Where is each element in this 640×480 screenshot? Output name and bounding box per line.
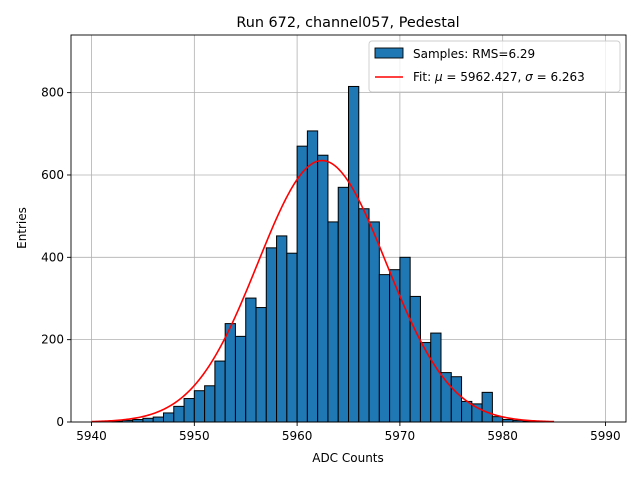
- legend-fit-prefix: Fit:: [413, 70, 435, 84]
- histogram-bar: [276, 235, 288, 423]
- histogram-bar: [224, 323, 236, 423]
- histogram-bar: [193, 390, 206, 423]
- legend-fit-label: Fit: μ = 5962.427, σ = 6.263: [413, 70, 585, 84]
- x-axis-ticks: 5940 5950 5960 5970 5980 5990: [76, 422, 621, 443]
- y-tick-label: 200: [41, 333, 64, 347]
- legend: Samples: RMS=6.29 Fit: μ = 5962.427, σ =…: [368, 40, 621, 93]
- legend-hist-label: Samples: RMS=6.29: [413, 47, 535, 61]
- histogram-bar: [471, 403, 483, 423]
- y-tick-label: 600: [41, 168, 64, 182]
- histogram-bar: [183, 398, 195, 423]
- histogram-bar: [348, 85, 360, 423]
- histogram-bar: [234, 335, 247, 423]
- legend-fit-sigma-symbol: σ: [525, 70, 533, 84]
- histogram-bar: [327, 221, 339, 423]
- histogram-bar: [255, 307, 267, 423]
- legend-fit-mu-symbol: μ: [434, 70, 443, 84]
- y-tick-label: 0: [56, 415, 64, 429]
- histogram-bar: [152, 416, 165, 423]
- histogram-bar: [245, 297, 257, 423]
- histogram-bar: [430, 332, 442, 423]
- histogram-bar: [317, 154, 329, 423]
- x-axis-label: ADC Counts: [312, 451, 384, 465]
- legend-box: [368, 40, 621, 93]
- histogram-bar: [296, 145, 308, 423]
- histogram-bar: [173, 405, 185, 423]
- legend-hist-swatch: [374, 47, 404, 59]
- y-axis-ticks: 0 200 400 600 800: [41, 86, 71, 429]
- plot-frame: [70, 34, 627, 423]
- legend-fit-mu-value: = 5962.427,: [443, 70, 526, 84]
- histogram-bar: [337, 186, 350, 423]
- histogram-bar: [368, 221, 380, 423]
- x-tick-label: 5980: [487, 429, 518, 443]
- histogram-bar: [358, 208, 370, 423]
- x-tick-label: 5940: [76, 429, 107, 443]
- histogram-bar: [214, 360, 226, 423]
- histogram-bar: [409, 295, 421, 423]
- histogram-bar: [142, 417, 154, 423]
- y-axis-label: Entries: [15, 207, 29, 249]
- histogram-bar: [491, 416, 504, 423]
- histogram-bar: [399, 256, 411, 423]
- x-tick-label: 5970: [385, 429, 416, 443]
- histogram-bar: [286, 252, 298, 423]
- x-tick-label: 5990: [590, 429, 621, 443]
- y-tick-label: 400: [41, 250, 64, 264]
- histogram-bars: [111, 85, 545, 423]
- histogram-bar: [481, 391, 493, 423]
- x-tick-label: 5950: [179, 429, 210, 443]
- histogram-bar: [450, 376, 463, 423]
- histogram-bar: [306, 130, 319, 423]
- histogram-bar: [204, 385, 216, 423]
- histogram-bar: [163, 412, 175, 423]
- fit-curve: [91, 159, 555, 423]
- x-tick-label: 5960: [282, 429, 313, 443]
- y-tick-label: 800: [41, 86, 64, 100]
- chart-title: Run 672, channel057, Pedestal: [236, 15, 459, 31]
- histogram-bar: [378, 274, 391, 423]
- histogram-bar: [419, 342, 432, 423]
- histogram-bar: [265, 247, 278, 423]
- legend-fit-sigma-value: = 6.263: [533, 70, 585, 84]
